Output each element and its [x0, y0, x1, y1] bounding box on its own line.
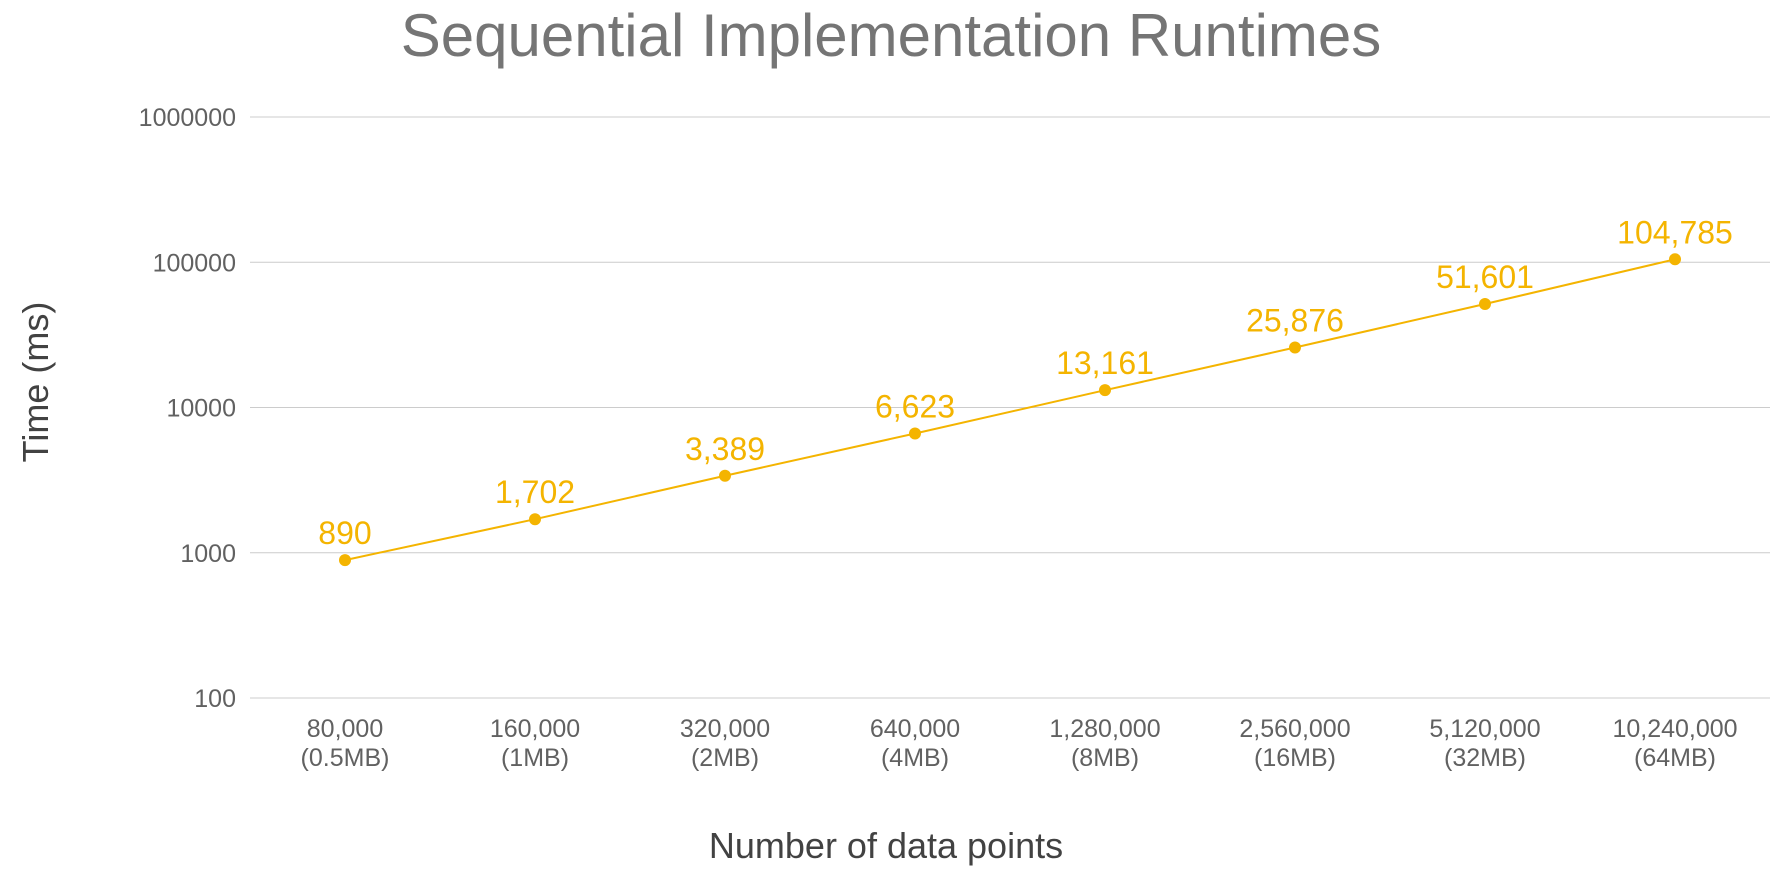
series-layer — [339, 253, 1681, 567]
series-line — [344, 258, 1676, 562]
x-tick-label: 320,000 (2MB) — [680, 715, 770, 772]
data-label: 104,785 — [1617, 214, 1733, 250]
y-tick-label: 1000 — [180, 540, 236, 568]
x-axis-ticks: 80,000 (0.5MB) 160,000 (1MB) 320,000 (2MB) 640… — [301, 715, 1738, 772]
y-tick-label: 10000 — [166, 395, 236, 423]
y-tick-label: 100 — [194, 685, 236, 713]
data-label: 6,623 — [875, 388, 955, 424]
y-tick-label: 1000000 — [139, 104, 236, 132]
data-point — [1479, 297, 1491, 310]
x-tick-label: 2,560,000 (16MB) — [1239, 715, 1350, 772]
y-tick-label: 100000 — [153, 249, 236, 277]
data-labels: 890 1,702 3,389 6,623 13,161 25,876 51,601 104,… — [318, 214, 1733, 551]
chart-title: Sequential Implementation Runtimes — [401, 2, 1382, 69]
data-label: 51,601 — [1436, 259, 1534, 295]
y-axis-ticks: 100 1000 10000 100000 1000000 — [139, 104, 236, 713]
data-label: 890 — [318, 515, 371, 551]
data-point — [719, 469, 731, 482]
x-tick-label: 160,000 (1MB) — [490, 715, 580, 772]
data-point — [529, 513, 541, 526]
x-tick-label: 640,000 (4MB) — [870, 715, 960, 772]
y-axis-title: Time (ms) — [15, 302, 56, 463]
data-label: 3,389 — [685, 431, 765, 467]
data-label: 13,161 — [1056, 345, 1154, 381]
data-point — [1099, 384, 1111, 397]
x-tick-label: 1,280,000 (8MB) — [1049, 715, 1160, 772]
x-tick-label: 5,120,000 (32MB) — [1429, 715, 1540, 772]
x-tick-label: 10,240,000 (64MB) — [1612, 715, 1737, 772]
data-point — [1289, 341, 1301, 354]
data-point — [339, 554, 351, 567]
data-label: 25,876 — [1246, 303, 1344, 339]
data-label: 1,702 — [495, 474, 575, 510]
x-tick-label: 80,000 (0.5MB) — [301, 715, 390, 772]
data-point — [909, 427, 921, 440]
data-point — [1669, 253, 1681, 266]
x-axis-title: Number of data points — [709, 825, 1063, 866]
gridlines — [250, 116, 1770, 699]
